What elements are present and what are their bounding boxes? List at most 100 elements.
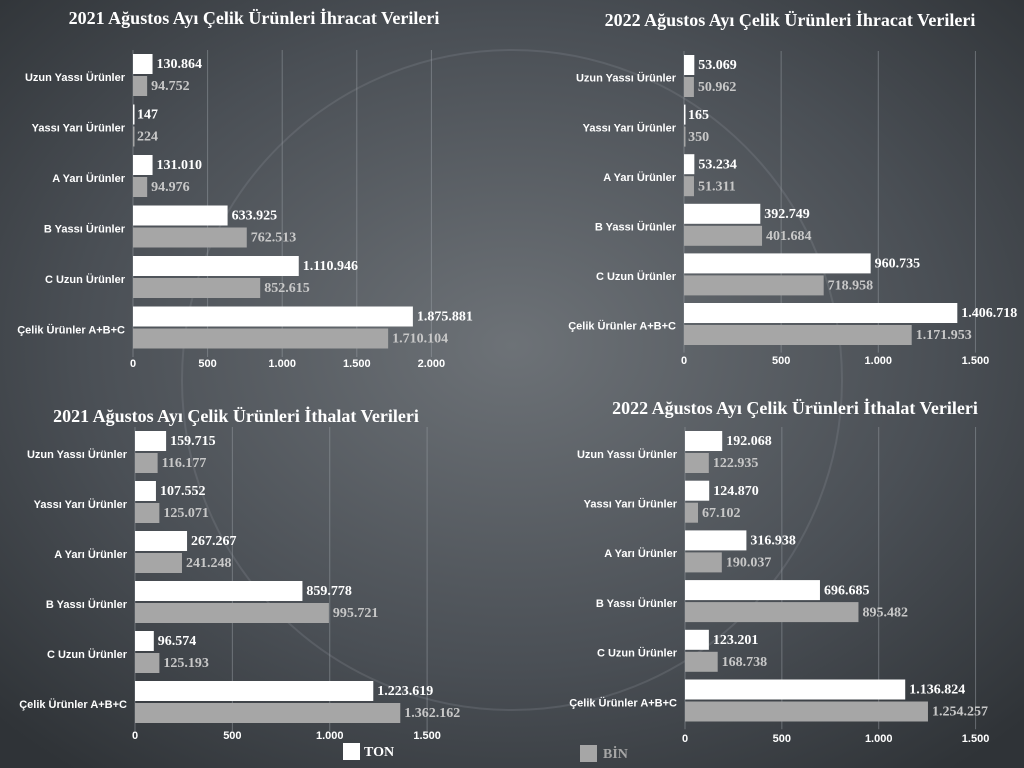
value-label: 51.311: [698, 179, 736, 194]
value-label: 762.513: [251, 231, 297, 246]
value-label: 53.234: [698, 157, 737, 172]
bar: [133, 104, 135, 125]
value-label: 995.721: [333, 606, 379, 621]
x-tick-label: 1.500: [962, 355, 990, 367]
value-label: 401.684: [766, 229, 812, 244]
value-label: 1.136.824: [909, 683, 965, 698]
value-label: 107.552: [160, 484, 206, 499]
x-tick-label: 0: [681, 355, 687, 367]
category-label: B Yassı Ürünler: [595, 221, 677, 234]
category-label: Yassı Yarı Ürünler: [34, 498, 128, 511]
value-label: 859.778: [306, 584, 352, 599]
bar: [685, 502, 698, 523]
bar: [685, 431, 723, 451]
x-tick-label: 1.000: [268, 358, 296, 370]
category-label: Çelik Ürünler A+B+C: [569, 696, 677, 709]
chart-title: 2021 Ağustos Ayı Çelik Ürünleri İhracat …: [69, 8, 440, 28]
legend-swatch: [580, 745, 597, 762]
bar: [685, 679, 906, 700]
legend-label: TON: [364, 745, 394, 760]
bar: [133, 54, 153, 74]
value-label: 124.870: [713, 484, 759, 499]
value-label: 94.976: [151, 180, 190, 195]
bar: [684, 176, 694, 197]
value-label: 190.037: [726, 556, 772, 571]
category-label: B Yassı Ürünler: [46, 598, 128, 611]
value-label: 241.248: [186, 556, 232, 571]
value-label: 1.110.946: [303, 259, 358, 274]
value-label: 852.615: [264, 281, 310, 296]
category-label: C Uzun Ürünler: [45, 273, 126, 286]
value-label: 1.223.619: [377, 684, 433, 699]
value-label: 159.715: [170, 434, 216, 449]
bar: [685, 530, 747, 551]
bar: [684, 104, 686, 125]
x-tick-label: 500: [773, 733, 791, 745]
value-label: 1.171.953: [916, 328, 972, 343]
bar: [135, 631, 154, 651]
x-tick-label: 2.000: [418, 358, 446, 370]
category-label: Çelik Ürünler A+B+C: [568, 320, 676, 333]
bar: [684, 154, 695, 175]
x-tick-label: 0: [132, 730, 138, 742]
bar: [684, 77, 694, 97]
bar: [133, 155, 153, 175]
bar: [685, 453, 709, 473]
bar: [685, 629, 709, 650]
bar: [133, 256, 299, 276]
value-label: 96.574: [158, 634, 197, 649]
value-label: 94.752: [151, 79, 190, 94]
bar: [684, 275, 824, 296]
chart-title: 2022 Ağustos Ayı Çelik Ürünleri İhracat …: [605, 10, 976, 30]
x-tick-label: 500: [772, 355, 790, 367]
value-label: 116.177: [162, 456, 207, 471]
bar: [133, 306, 413, 327]
bar: [684, 225, 763, 246]
value-label: 1.875.881: [417, 310, 473, 325]
category-label: Yassı Yarı Ürünler: [583, 121, 677, 134]
bar: [684, 325, 912, 345]
bar: [135, 703, 401, 723]
category-label: Çelik Ürünler A+B+C: [17, 324, 125, 337]
value-label: 125.071: [163, 506, 209, 521]
value-label: 316.938: [750, 534, 796, 549]
bar: [135, 531, 188, 551]
x-tick-label: 1.000: [865, 733, 893, 745]
category-label: A Yarı Ürünler: [54, 548, 127, 561]
x-tick-label: 1.500: [343, 358, 371, 370]
bar: [135, 503, 160, 523]
category-label: Uzun Yassı Ürünler: [577, 448, 678, 461]
category-label: C Uzun Ürünler: [597, 647, 678, 660]
value-label: 122.935: [713, 456, 759, 471]
category-label: Yassı Yarı Ürünler: [584, 497, 678, 510]
legend-label: BİN: [603, 745, 628, 762]
category-label: B Yassı Ürünler: [596, 597, 678, 610]
value-label: 224: [137, 130, 158, 145]
x-tick-label: 1.500: [413, 730, 441, 742]
category-label: Uzun Yassı Ürünler: [25, 71, 126, 84]
value-label: 350: [688, 130, 709, 145]
value-label: 960.735: [875, 257, 921, 272]
value-label: 1.254.257: [932, 705, 988, 720]
category-label: C Uzun Ürünler: [47, 648, 128, 661]
bar: [684, 55, 695, 75]
chart-title: 2021 Ağustos Ayı Çelik Ürünleri İthalat …: [53, 406, 419, 426]
value-label: 895.482: [862, 605, 908, 620]
bar: [685, 651, 718, 672]
bar: [133, 177, 148, 197]
category-label: C Uzun Ürünler: [596, 270, 677, 283]
bar: [135, 653, 160, 673]
bar: [685, 480, 710, 501]
chart-title: 2022 Ağustos Ayı Çelik Ürünleri İthalat …: [612, 398, 978, 418]
bar: [133, 126, 135, 147]
value-label: 192.068: [726, 434, 772, 449]
value-label: 1.406.718: [961, 306, 1017, 321]
value-label: 168.738: [722, 655, 768, 670]
legend-swatch: [343, 743, 360, 760]
bar: [135, 603, 329, 623]
bar: [685, 580, 820, 601]
x-tick-label: 500: [198, 358, 216, 370]
value-label: 130.864: [157, 57, 203, 72]
x-tick-label: 500: [223, 730, 241, 742]
